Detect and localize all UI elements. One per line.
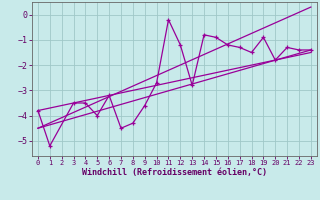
X-axis label: Windchill (Refroidissement éolien,°C): Windchill (Refroidissement éolien,°C)	[82, 168, 267, 177]
